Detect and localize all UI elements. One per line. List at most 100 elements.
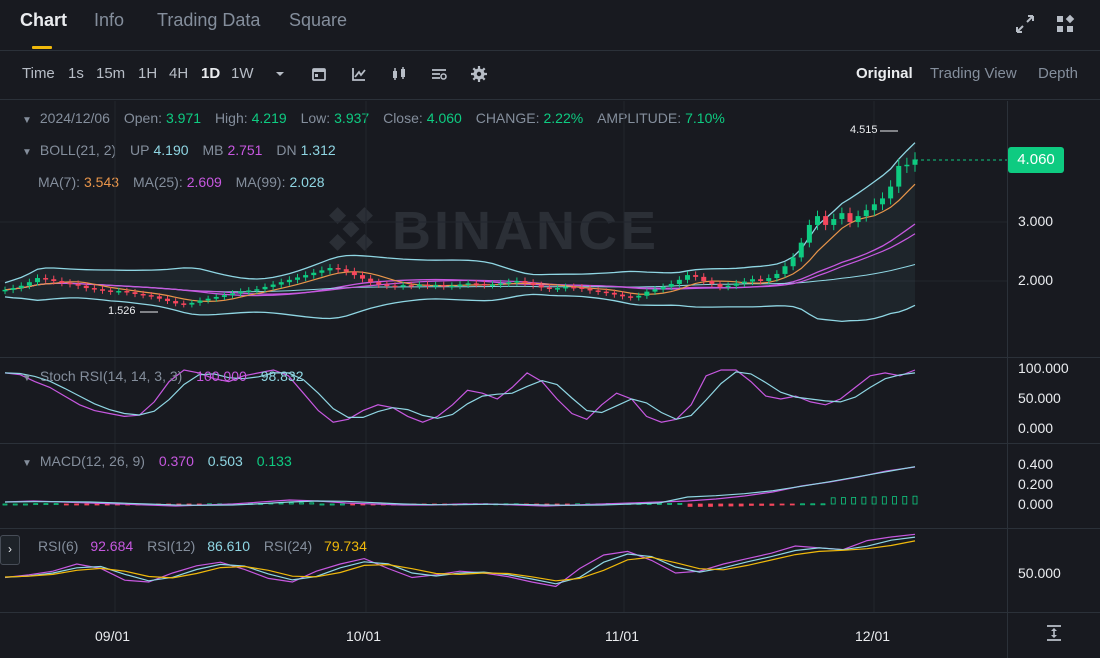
candle-body	[10, 288, 16, 290]
expand-panel-button[interactable]: ›	[0, 535, 20, 565]
mode-depth[interactable]: Depth	[1038, 65, 1079, 82]
mode-trading-view[interactable]: Trading View	[930, 65, 1017, 82]
stoch-tick: 100.000	[1018, 360, 1069, 376]
candle-body	[156, 296, 162, 299]
candlestick-icon[interactable]	[390, 65, 408, 83]
ohlc-date: 2024/12/06	[39, 110, 110, 126]
candle-body	[530, 282, 536, 286]
interval-time[interactable]: Time	[22, 65, 55, 82]
low-label: Low:	[300, 110, 331, 126]
candle-body	[2, 289, 8, 292]
macd-line: ▼ MACD(12, 26, 9) 0.370 0.503 0.133	[22, 453, 296, 469]
macd-histogram-bar	[800, 503, 805, 506]
macd-tick: 0.000	[1018, 496, 1054, 512]
macd-histogram-bar	[810, 503, 816, 506]
ma-line: MA(7): 3.543 MA(25): 2.609 MA(99): 2.028	[38, 174, 329, 190]
interval-1h[interactable]: 1H	[138, 65, 158, 82]
interval-4h[interactable]: 4H	[169, 65, 189, 82]
macd-histogram-bar	[2, 503, 8, 506]
grid-icon[interactable]	[1053, 12, 1077, 36]
macd-histogram-bar	[902, 495, 908, 505]
macd-histogram-bar	[585, 503, 591, 506]
high-label: High:	[214, 110, 248, 126]
macd-histogram-bar	[677, 502, 683, 505]
macd-histogram-bar	[43, 503, 49, 506]
macd-histogram-bar	[391, 503, 396, 506]
gear-icon[interactable]	[470, 65, 488, 83]
ma25-value: 2.609	[186, 174, 222, 190]
caret-down-icon[interactable]: ▼	[22, 373, 32, 384]
candle-body	[221, 295, 227, 297]
macd-histogram-bar	[411, 503, 417, 506]
macd-histogram-bar	[616, 502, 621, 505]
candle-body	[871, 204, 877, 211]
indicator-icon[interactable]	[350, 65, 368, 83]
caret-down-icon[interactable]: ▼	[22, 458, 32, 469]
interval-1w[interactable]: 1W	[231, 65, 254, 82]
macd-histogram-bar	[544, 503, 550, 506]
tab-chart[interactable]: Chart	[20, 10, 68, 30]
candle-body	[473, 283, 479, 285]
interval-15m[interactable]: 15m	[96, 65, 126, 82]
candle-body	[91, 288, 97, 290]
macd-histogram-bar	[23, 503, 28, 506]
candle-body	[888, 186, 894, 199]
boll-line: ▼ BOLL(21, 2) UP 4.190 MB 2.751 DN 1.312	[22, 142, 340, 158]
rsi-tick: 50.000	[1018, 565, 1061, 581]
candle-body	[806, 224, 812, 243]
tab-trading-data[interactable]: Trading Data	[157, 10, 261, 30]
candle-body	[197, 300, 203, 303]
macd-histogram-bar	[237, 502, 243, 505]
calendar-icon[interactable]	[310, 65, 328, 83]
caret-down-icon[interactable]	[271, 65, 289, 83]
macd-histogram-bar	[94, 503, 100, 506]
macd-histogram-bar	[442, 503, 448, 506]
macd-histogram-bar	[104, 503, 110, 506]
candle-body	[140, 293, 146, 296]
rsi24-value: 79.734	[324, 538, 367, 554]
candle-body	[116, 291, 122, 293]
candle-body	[351, 271, 357, 276]
tab-square[interactable]: Square	[289, 10, 348, 30]
macd-histogram-bar	[186, 503, 192, 506]
candle-body	[798, 242, 804, 258]
macd-histogram-bar	[421, 503, 427, 506]
macd-histogram-bar	[881, 496, 887, 505]
macd-histogram-bar	[432, 503, 437, 506]
candle-body	[685, 275, 690, 280]
interval-1s[interactable]: 1s	[68, 65, 84, 82]
candle-body	[644, 291, 650, 296]
macd-histogram-bar	[145, 503, 151, 506]
caret-down-icon[interactable]: ▼	[22, 115, 32, 126]
candle-body	[652, 289, 658, 292]
candle-body	[181, 303, 187, 305]
caret-down-icon[interactable]: ▼	[22, 147, 32, 158]
candle-body	[189, 302, 195, 305]
boll-up-value: 4.190	[153, 142, 189, 158]
candle-body	[303, 275, 309, 278]
expand-icon[interactable]	[1013, 12, 1037, 36]
macd-hist-value: 0.133	[256, 453, 292, 469]
interval-1d[interactable]: 1D	[201, 65, 221, 82]
stoch-tick: 0.000	[1018, 420, 1054, 436]
candle-body	[311, 272, 317, 276]
tab-info[interactable]: Info	[94, 10, 125, 30]
candle-body	[904, 164, 910, 167]
settings-list-icon[interactable]	[430, 65, 448, 83]
candle-body	[733, 283, 739, 286]
macd-histogram-bar	[656, 502, 662, 505]
macd-histogram-bar	[749, 503, 754, 506]
macd-histogram-bar	[401, 503, 407, 506]
candle-body	[35, 278, 40, 283]
candle-body	[847, 213, 853, 222]
candle-body	[912, 159, 918, 165]
stoch-line: ▼ Stoch RSI(14, 14, 3, 3) 100.000 98.832	[22, 368, 308, 384]
candle-body	[758, 279, 764, 281]
fit-axis-icon[interactable]	[1045, 624, 1063, 642]
candle-body	[660, 286, 666, 290]
mode-original[interactable]: Original	[856, 65, 913, 82]
macd-histogram-bar	[84, 503, 90, 506]
candle-body	[668, 283, 674, 287]
macd-histogram-bar	[340, 503, 345, 506]
close-label: Close:	[383, 110, 423, 126]
